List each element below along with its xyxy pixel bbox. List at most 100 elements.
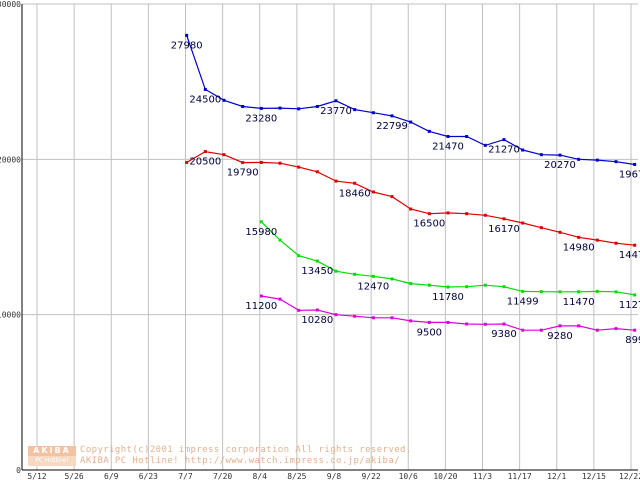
site-url-line: AKIBA PC Hotline! http://www.watch.impre… xyxy=(80,456,401,466)
x-tick-label: 10/6 xyxy=(399,472,418,480)
data-label-blue: 22799 xyxy=(376,121,408,132)
data-point-red xyxy=(315,170,319,174)
data-point-magenta xyxy=(446,320,450,324)
x-tick-label: 12/22 xyxy=(619,472,640,480)
x-tick-label: 5/26 xyxy=(64,472,83,480)
x-tick-label: 11/3 xyxy=(473,472,492,480)
data-label-magenta: 11200 xyxy=(245,301,277,312)
data-point-red xyxy=(185,160,189,164)
x-tick-label: 10/20 xyxy=(433,472,457,480)
y-tick-label: 20000 xyxy=(0,155,21,164)
grid xyxy=(22,3,638,471)
data-label-green: 15980 xyxy=(245,227,277,238)
data-point-magenta xyxy=(390,316,394,320)
data-point-blue xyxy=(558,153,562,157)
data-point-blue xyxy=(203,87,207,91)
data-point-red xyxy=(558,230,562,234)
data-point-blue xyxy=(539,153,543,157)
akiba-logo: AKIBA PC Hotline! xyxy=(28,446,76,466)
data-label-green: 13450 xyxy=(301,266,333,277)
data-label-blue: 23770 xyxy=(320,106,352,117)
data-point-green xyxy=(633,293,637,297)
data-point-blue xyxy=(446,134,450,138)
data-point-red xyxy=(502,217,506,221)
data-point-magenta xyxy=(353,314,357,318)
data-point-red xyxy=(278,161,282,165)
data-label-red: 16170 xyxy=(488,224,520,235)
data-point-green xyxy=(483,283,487,287)
data-point-magenta xyxy=(521,328,525,332)
data-point-blue xyxy=(483,143,487,147)
data-point-red xyxy=(297,165,301,169)
x-tick-label: 11/17 xyxy=(508,472,532,480)
data-point-blue xyxy=(371,111,375,115)
data-label-green: 11470 xyxy=(563,297,595,308)
x-tick-label: 12/1 xyxy=(547,472,566,480)
data-point-blue xyxy=(185,33,189,37)
data-point-blue xyxy=(427,129,431,133)
x-tick-label: 6/9 xyxy=(104,472,119,480)
data-point-green xyxy=(558,290,562,294)
data-point-magenta xyxy=(278,297,282,301)
data-label-magenta: 10280 xyxy=(301,315,333,326)
data-label-red: 14470 xyxy=(619,250,640,261)
data-point-green xyxy=(334,269,338,273)
data-point-red xyxy=(577,235,581,239)
data-point-green xyxy=(278,238,282,242)
data-point-green xyxy=(353,272,357,276)
data-point-blue xyxy=(521,148,525,152)
data-label-red: 20500 xyxy=(189,157,221,168)
data-point-blue xyxy=(334,99,338,103)
data-point-blue xyxy=(278,106,282,110)
axes xyxy=(21,4,638,471)
data-point-red xyxy=(222,153,226,157)
data-point-green xyxy=(465,285,469,289)
x-tick-label: 12/15 xyxy=(582,472,606,480)
data-point-magenta xyxy=(483,322,487,326)
data-point-red xyxy=(241,161,245,165)
y-tick-label: 0 xyxy=(16,466,21,475)
data-point-magenta xyxy=(558,324,562,328)
data-point-green xyxy=(427,283,431,287)
x-tick-label: 5/12 xyxy=(27,472,46,480)
data-point-magenta xyxy=(297,308,301,312)
y-axis-ticks: 0 10000 20000 30000 xyxy=(0,0,21,475)
data-label-green: 11270 xyxy=(619,300,640,311)
y-tick-label: 30000 xyxy=(0,0,21,9)
data-point-green xyxy=(409,282,413,286)
data-label-blue: 24500 xyxy=(189,94,221,105)
data-point-magenta xyxy=(259,294,263,298)
data-point-green xyxy=(521,289,525,293)
data-label-magenta: 8999 xyxy=(625,335,640,346)
data-point-green xyxy=(297,254,301,258)
data-label-magenta: 9280 xyxy=(547,331,572,342)
data-point-blue xyxy=(465,134,469,138)
data-point-magenta xyxy=(539,328,543,332)
data-point-magenta xyxy=(334,313,338,317)
data-point-magenta xyxy=(633,328,637,332)
data-label-red: 16500 xyxy=(413,219,445,230)
data-label-blue: 21270 xyxy=(488,145,520,156)
data-point-magenta xyxy=(577,324,581,328)
data-point-red xyxy=(539,226,543,230)
data-point-red xyxy=(595,238,599,242)
data-point-magenta xyxy=(502,322,506,326)
data-point-red xyxy=(203,150,207,154)
data-point-red xyxy=(614,241,618,245)
data-point-magenta xyxy=(614,327,618,331)
data-point-blue xyxy=(577,157,581,161)
logo-top-text: AKIBA xyxy=(28,446,76,456)
data-point-red xyxy=(521,221,525,225)
x-tick-label: 9/22 xyxy=(361,472,380,480)
data-point-blue xyxy=(297,107,301,111)
data-label-red: 14980 xyxy=(563,242,595,253)
data-point-magenta xyxy=(595,328,599,332)
y-tick-label: 10000 xyxy=(0,311,21,320)
data-point-blue xyxy=(409,120,413,124)
data-point-red xyxy=(371,190,375,194)
data-point-red xyxy=(353,181,357,185)
data-point-magenta xyxy=(427,320,431,324)
data-point-magenta xyxy=(465,322,469,326)
data-point-magenta xyxy=(371,316,375,320)
